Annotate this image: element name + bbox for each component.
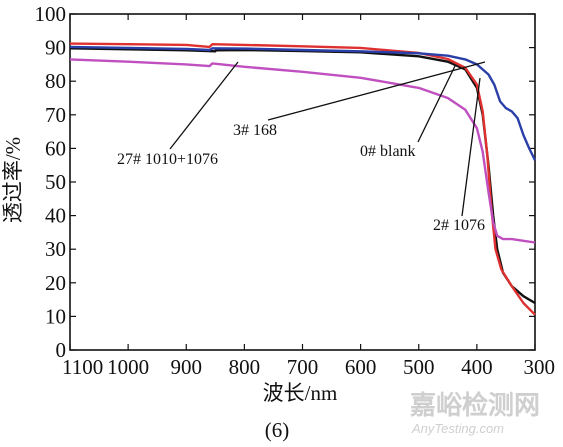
annotation-leader-line bbox=[461, 77, 481, 217]
y-axis-title: 透过率/% bbox=[1, 137, 25, 223]
annotation-layer: 27# 1010+1076 3# 168 0# blank 2# 1076 bbox=[117, 61, 486, 234]
x-tick-label: 300 bbox=[524, 355, 556, 379]
x-tick-label: 500 bbox=[403, 355, 435, 379]
series-line-2-1076 bbox=[69, 42, 536, 316]
annotation-label: 3# 168 bbox=[233, 122, 277, 139]
x-tick-label: 1000 bbox=[107, 355, 149, 379]
x-tick-label: 700 bbox=[287, 355, 319, 379]
y-tick-label: 50 bbox=[45, 170, 66, 194]
annotation-label: 0# blank bbox=[360, 143, 416, 160]
series-line-27-1010-1076 bbox=[69, 58, 536, 244]
y-tick-label: 80 bbox=[45, 69, 66, 93]
y-tick-label: 90 bbox=[45, 36, 66, 60]
annotation-leader-line bbox=[169, 61, 239, 150]
y-tick-label: 70 bbox=[45, 103, 66, 127]
series-layer bbox=[69, 42, 537, 316]
watermark-en: AnyTesting.com bbox=[411, 421, 504, 436]
watermark-cn: 嘉峪检测网 bbox=[410, 390, 540, 421]
annotation-leader-line bbox=[417, 65, 456, 143]
y-tick-label: 0 bbox=[56, 338, 67, 362]
y-tick-label: 10 bbox=[45, 304, 66, 328]
y-tick-label: 100 bbox=[35, 2, 67, 26]
y-tick-label: 20 bbox=[45, 271, 66, 295]
axes-layer: 0 10 20 30 40 50 60 70 80 90 100 1100 1000 900 800 700 6… bbox=[35, 2, 556, 379]
x-axis-title: 波长/nm bbox=[263, 381, 338, 405]
x-tick-label: 800 bbox=[229, 355, 261, 379]
x-tick-label: 1100 bbox=[62, 355, 103, 379]
plot-frame bbox=[69, 13, 536, 351]
x-tick-label: 400 bbox=[461, 355, 493, 379]
series-line-0-blank bbox=[69, 47, 536, 305]
x-tick-label: 900 bbox=[171, 355, 203, 379]
annotation-leader-line bbox=[267, 61, 486, 121]
series-line-3-168 bbox=[69, 45, 537, 161]
figure-caption: (6) bbox=[265, 418, 290, 442]
annotation-label: 2# 1076 bbox=[433, 217, 485, 234]
y-tick-label: 40 bbox=[45, 204, 66, 228]
y-tick-label: 60 bbox=[45, 136, 66, 160]
annotation-label: 27# 1010+1076 bbox=[117, 151, 218, 168]
y-tick-label: 30 bbox=[45, 237, 66, 261]
x-tick-label: 600 bbox=[345, 355, 377, 379]
